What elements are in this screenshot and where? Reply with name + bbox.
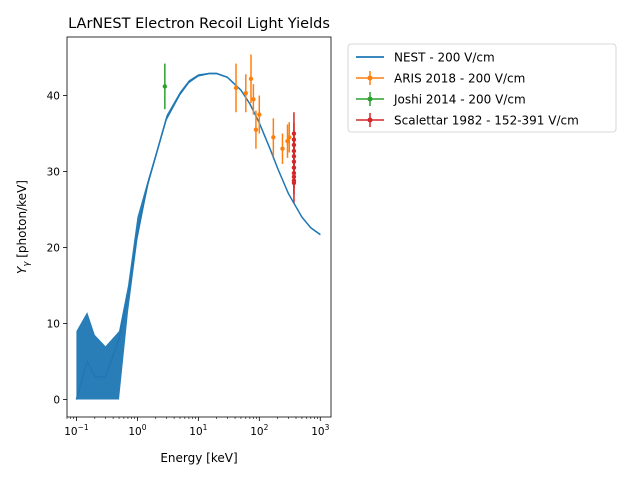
x-tick-label-2: 101 xyxy=(189,423,207,438)
x-tick-label-exponent: 2 xyxy=(264,423,269,432)
y-axis: 0 10 20 30 40 xyxy=(47,91,67,407)
chart-title: LArNEST Electron Recoil Light Yields xyxy=(68,16,330,32)
x-tick-label-exponent: 3 xyxy=(325,423,330,432)
point-1-9 xyxy=(287,135,292,140)
legend-swatch-dot-1 xyxy=(367,75,373,81)
x-tick-label-4: 103 xyxy=(311,423,329,438)
x-tick-label-base: 10 xyxy=(189,426,202,438)
legend-swatch-dot-2 xyxy=(367,96,373,102)
point-1-0 xyxy=(233,85,239,91)
point-1-6 xyxy=(271,135,276,140)
nest-line xyxy=(75,72,321,400)
y-tick-label-2: 20 xyxy=(47,243,60,255)
nest-uncertainty-band xyxy=(76,72,321,400)
legend-swatch-dot-3 xyxy=(367,117,373,123)
x-tick-label-base: 10 xyxy=(311,426,324,438)
plot-frame xyxy=(66,36,332,418)
x-tick-label-1: 100 xyxy=(128,423,146,438)
nest-line-layer xyxy=(75,72,321,400)
legend-label-3: Scalettar 1982 - 152-391 V/cm xyxy=(394,114,579,128)
y-axis-label-symbol: Y xyxy=(15,265,29,274)
y-tick-label-4: 40 xyxy=(47,91,60,103)
x-tick-label-0: 10−1 xyxy=(64,423,89,438)
y-axis-label-subscript: γ xyxy=(22,261,32,267)
x-axis: 10−1 100 101 102 103 xyxy=(64,417,330,438)
x-tick-label-3: 102 xyxy=(250,423,268,438)
nest-band xyxy=(76,72,321,400)
x-tick-label-base: 10 xyxy=(128,426,141,438)
point-1-4 xyxy=(253,127,259,132)
legend: NEST - 200 V/cm ARIS 2018 - 200 V/cm Joshi… xyxy=(347,43,617,133)
y-tick-label-1: 10 xyxy=(47,319,60,331)
y-tick-label-3: 30 xyxy=(47,167,60,179)
x-tick-label-exponent: −1 xyxy=(78,423,89,432)
x-tick-label-base: 10 xyxy=(250,426,263,438)
legend-box xyxy=(347,43,617,133)
errorbar-layer xyxy=(162,54,297,203)
x-tick-label-exponent: 0 xyxy=(142,423,147,432)
x-axis-label: Energy [keV] xyxy=(160,451,237,465)
point-1-5 xyxy=(257,112,262,117)
x-tick-label-exponent: 1 xyxy=(203,423,208,432)
point-3-10 xyxy=(291,180,297,186)
point-1-7 xyxy=(280,146,285,151)
x-tick-label-base: 10 xyxy=(64,426,77,438)
point-1-1 xyxy=(243,91,248,96)
y-axis-label-unit: [photon/keV] xyxy=(15,180,29,262)
y-tick-label-0: 0 xyxy=(53,395,60,407)
y-axis-label: Yγ [photon/keV] xyxy=(15,180,32,274)
legend-label-1: ARIS 2018 - 200 V/cm xyxy=(394,72,525,86)
legend-label-2: Joshi 2014 - 200 V/cm xyxy=(393,93,526,107)
point-2-0 xyxy=(162,84,168,89)
point-1-2 xyxy=(248,76,254,82)
legend-label-0: NEST - 200 V/cm xyxy=(394,51,495,65)
point-1-3 xyxy=(251,97,256,102)
